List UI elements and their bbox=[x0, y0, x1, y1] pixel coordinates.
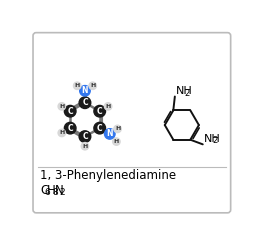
Text: NH: NH bbox=[204, 134, 220, 144]
Text: H: H bbox=[75, 83, 80, 88]
Circle shape bbox=[64, 105, 76, 117]
Circle shape bbox=[114, 125, 121, 132]
Text: 1, 3-Phenylenediamine: 1, 3-Phenylenediamine bbox=[40, 168, 176, 182]
Text: 6: 6 bbox=[44, 188, 50, 197]
Text: N: N bbox=[107, 129, 113, 138]
Text: 2: 2 bbox=[184, 89, 190, 97]
FancyBboxPatch shape bbox=[33, 33, 231, 213]
Text: H: H bbox=[59, 104, 64, 109]
Circle shape bbox=[79, 131, 91, 142]
Text: N: N bbox=[55, 184, 64, 197]
Text: H: H bbox=[82, 144, 87, 149]
Text: H: H bbox=[114, 139, 119, 144]
Text: H: H bbox=[90, 83, 95, 88]
Circle shape bbox=[81, 143, 89, 150]
Text: 2: 2 bbox=[212, 136, 218, 145]
Circle shape bbox=[64, 122, 76, 134]
Circle shape bbox=[79, 97, 91, 108]
Text: H: H bbox=[47, 184, 56, 197]
Text: N: N bbox=[82, 86, 88, 95]
Text: 8: 8 bbox=[52, 188, 58, 197]
Circle shape bbox=[113, 138, 120, 145]
Text: C: C bbox=[40, 184, 48, 197]
Circle shape bbox=[94, 122, 106, 134]
Circle shape bbox=[104, 103, 112, 110]
Circle shape bbox=[89, 82, 96, 90]
Text: C: C bbox=[67, 124, 73, 133]
Circle shape bbox=[58, 103, 66, 110]
Text: C: C bbox=[97, 107, 102, 116]
Text: NH: NH bbox=[176, 86, 192, 96]
Text: C: C bbox=[82, 132, 88, 141]
Circle shape bbox=[80, 85, 90, 96]
Circle shape bbox=[94, 105, 106, 117]
Circle shape bbox=[74, 82, 81, 90]
Text: C: C bbox=[67, 107, 73, 116]
Text: 2: 2 bbox=[59, 188, 65, 197]
Text: H: H bbox=[106, 104, 111, 109]
Circle shape bbox=[58, 129, 66, 137]
Circle shape bbox=[104, 129, 115, 139]
Text: C: C bbox=[82, 98, 88, 107]
Text: H: H bbox=[115, 126, 120, 132]
Text: H: H bbox=[59, 131, 64, 135]
Text: C: C bbox=[97, 124, 102, 133]
